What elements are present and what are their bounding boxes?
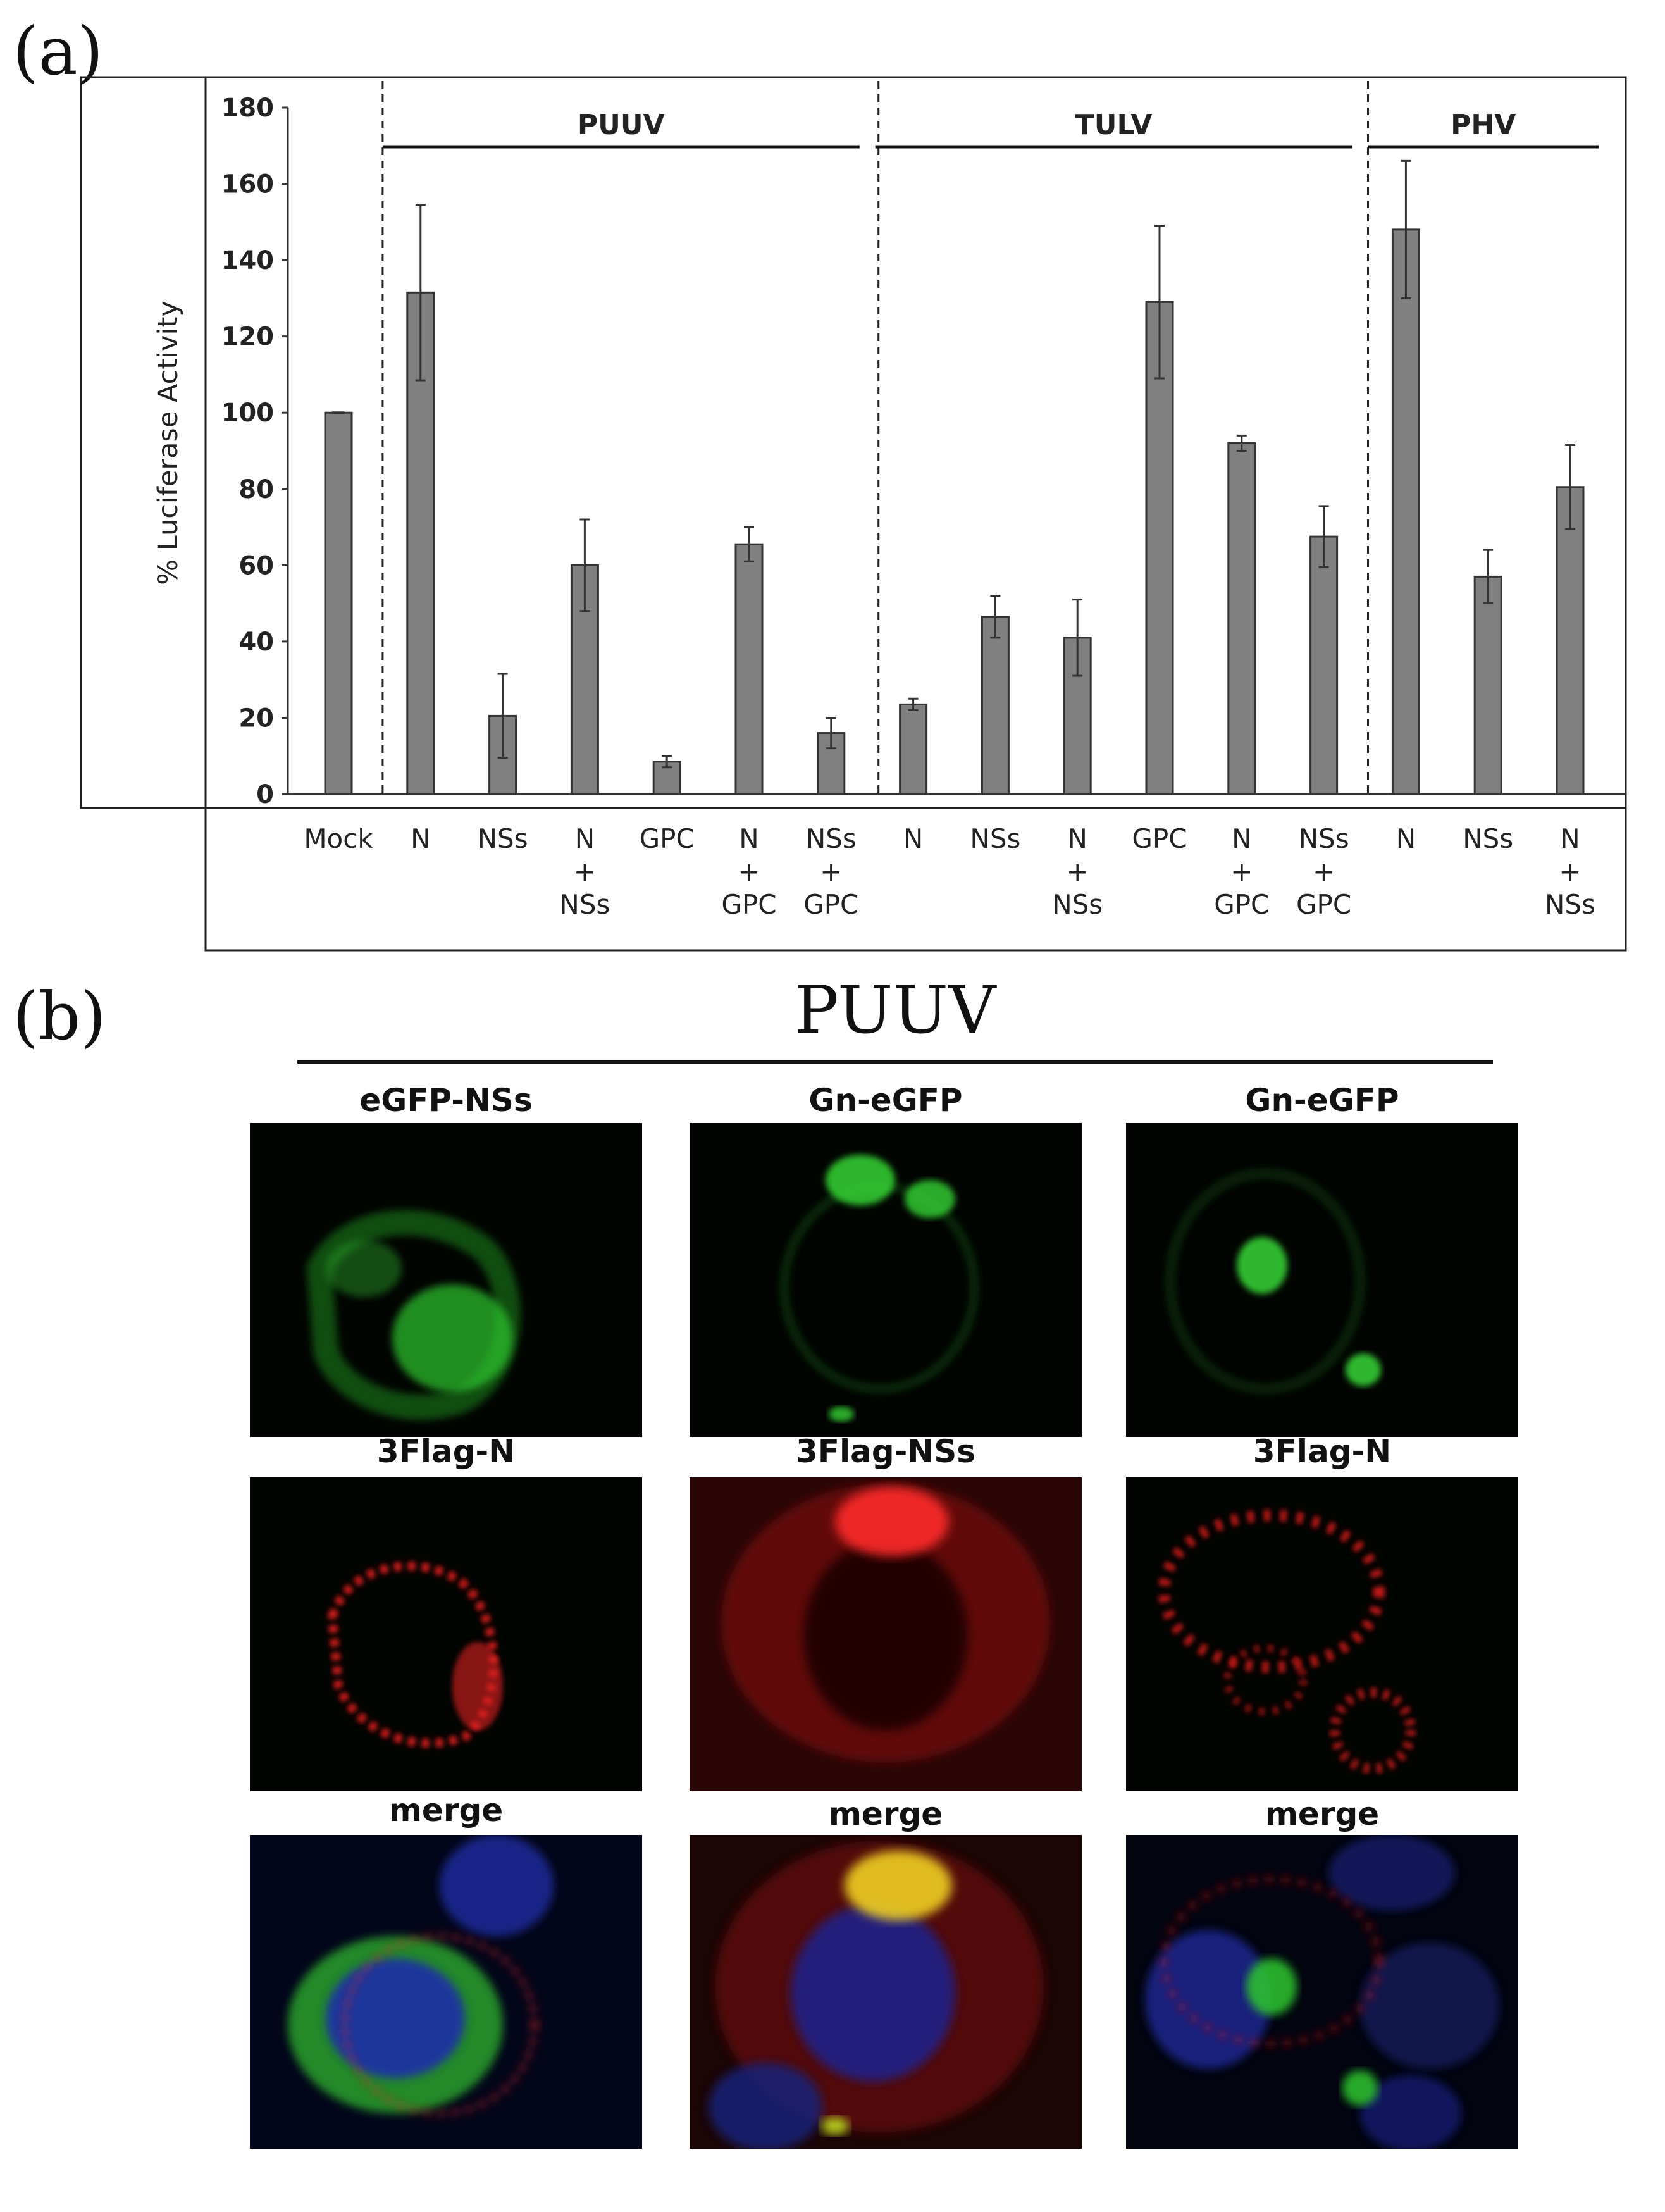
bar [1556,486,1585,795]
bar [1309,535,1339,795]
x-tick-label: N [739,823,758,854]
col1-middle-title: 3Flag-N [376,1433,516,1470]
x-tick-label: N [575,823,595,854]
chart-left-box [80,76,207,809]
x-tick-label: NSs [1463,823,1513,854]
luciferase-bar-chart: % Luciferase Activity 0 20 40 60 80 100 120 140… [80,76,1627,952]
col2-top-title: Gn-eGFP [808,1082,963,1119]
panel-b-header: PUUV [794,971,996,1048]
micrograph-merge-3 [1126,1835,1518,2149]
micrograph-merge-2 [690,1835,1082,2149]
x-tick-label: Mock [304,823,373,854]
y-tick-label: 180 [221,94,275,123]
y-tick-label: 20 [238,704,274,733]
y-axis-label: % Luciferase Activity [152,301,184,585]
x-tick-label: + [1230,856,1253,887]
micrograph-merge-1 [250,1835,642,2149]
x-tick-label: NSs [478,823,528,854]
x-tick-label: GPC [1132,823,1187,854]
x-tick-label: GPC [640,823,695,854]
x-tick-label: + [574,856,596,887]
y-tick-label: 100 [221,399,275,428]
micrograph-gn-egfp-1 [690,1123,1082,1437]
x-tick-label: GPC [1214,889,1269,920]
y-tick-label: 120 [221,323,275,352]
x-tick-label: + [1067,856,1089,887]
micrograph-3flag-n-1 [250,1477,642,1791]
micrograph-3flag-nss [690,1477,1082,1791]
x-tick-label: GPC [721,889,776,920]
col1-bottom-title: merge [388,1792,504,1829]
x-tick-label: N [1067,823,1087,854]
group-label: TULV [1075,109,1153,141]
x-tick-label: + [1313,856,1335,887]
bar [734,543,764,795]
panel-b-label: (b) [13,978,106,1055]
y-tick-label: 0 [256,780,274,809]
x-tick-label: + [1559,856,1581,887]
y-tick-label: 140 [221,246,275,275]
y-tick-label: 160 [221,170,275,199]
chart-bottom-box [204,807,1627,952]
x-tick-label: NSs [970,823,1020,854]
col1-top-title: eGFP-NSs [359,1082,533,1119]
bar [1145,301,1174,795]
micrograph-3flag-n-2 [1126,1477,1518,1791]
col2-middle-title: 3Flag-NSs [796,1433,975,1470]
bar [406,291,435,795]
x-tick-label: N [1232,823,1251,854]
col3-bottom-title: merge [1265,1796,1380,1832]
bar [1473,575,1502,795]
x-tick-label: GPC [803,889,858,920]
x-tick-label: + [738,856,760,887]
x-tick-label: N [903,823,923,854]
x-tick-label: N [1396,823,1416,854]
x-tick-label: N [1560,823,1580,854]
micrograph-egfp-nss [250,1123,642,1437]
y-tick-label: 40 [238,628,274,657]
col3-middle-title: 3Flag-N [1253,1433,1392,1470]
bar [1227,442,1256,795]
bar [324,411,353,795]
x-tick-label: + [820,856,842,887]
bar [899,703,928,795]
bar [1391,228,1420,795]
col3-top-title: Gn-eGFP [1245,1082,1399,1119]
x-tick-label: NSs [1545,889,1595,920]
x-tick-label: NSs [806,823,857,854]
y-tick-label: 80 [238,475,274,504]
panel-b-header-line [297,1060,1493,1064]
x-tick-label: NSs [1052,889,1103,920]
y-tick-label: 60 [238,551,274,580]
x-tick-label: N [411,823,430,854]
group-label: PHV [1451,109,1516,141]
x-tick-label: NSs [559,889,610,920]
col2-bottom-title: merge [828,1796,943,1832]
x-tick-label: GPC [1296,889,1351,920]
micrograph-gn-egfp-2 [1126,1123,1518,1437]
x-tick-label: NSs [1299,823,1349,854]
bar [981,616,1010,795]
group-label: PUUV [578,109,665,141]
